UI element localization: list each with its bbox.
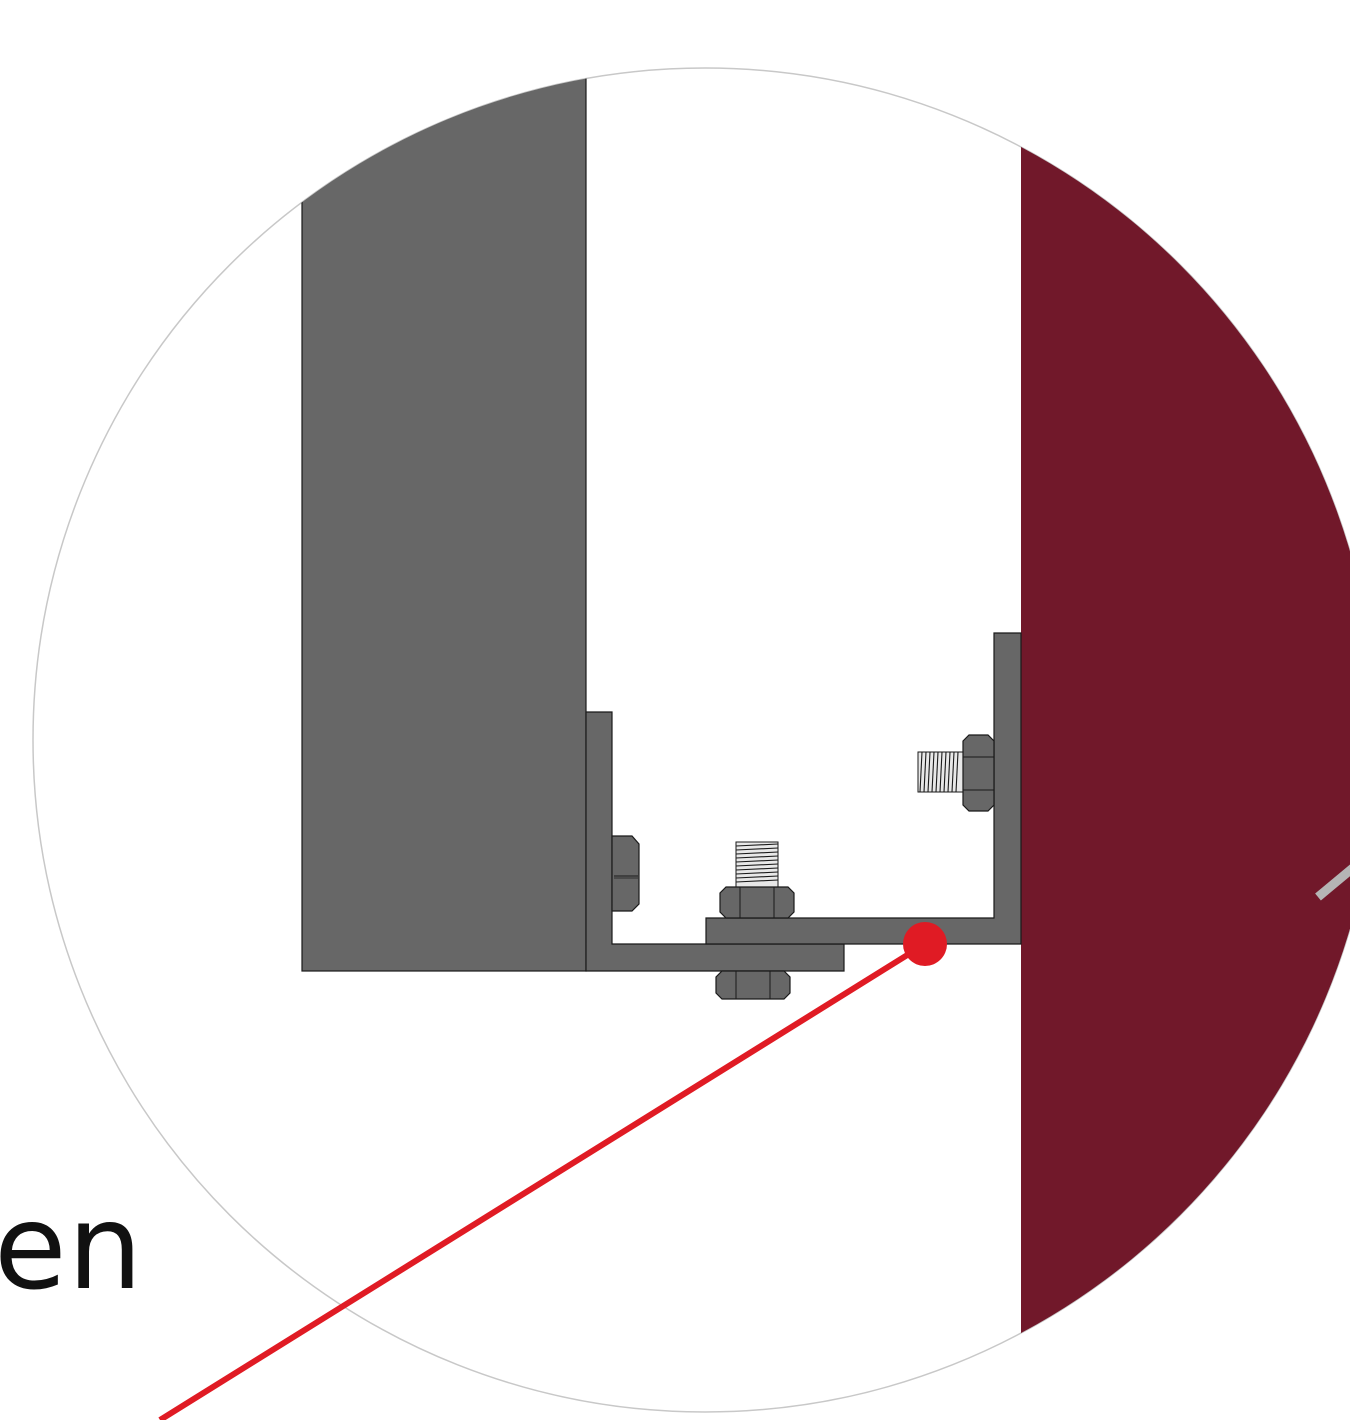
angle-bracket-right (705, 632, 1022, 945)
hex-bolt-small-left (611, 835, 640, 912)
callout-line (158, 941, 927, 1423)
wall-section (1021, 68, 1350, 1412)
callout-label: en (0, 1178, 144, 1316)
hex-nut-bottom (715, 970, 791, 1000)
hex-bolt-vertical (719, 841, 795, 919)
callout-dot (903, 922, 947, 966)
rod (1315, 858, 1350, 901)
hex-bolt-horizontal (917, 734, 995, 812)
steel-beam (301, 68, 587, 972)
